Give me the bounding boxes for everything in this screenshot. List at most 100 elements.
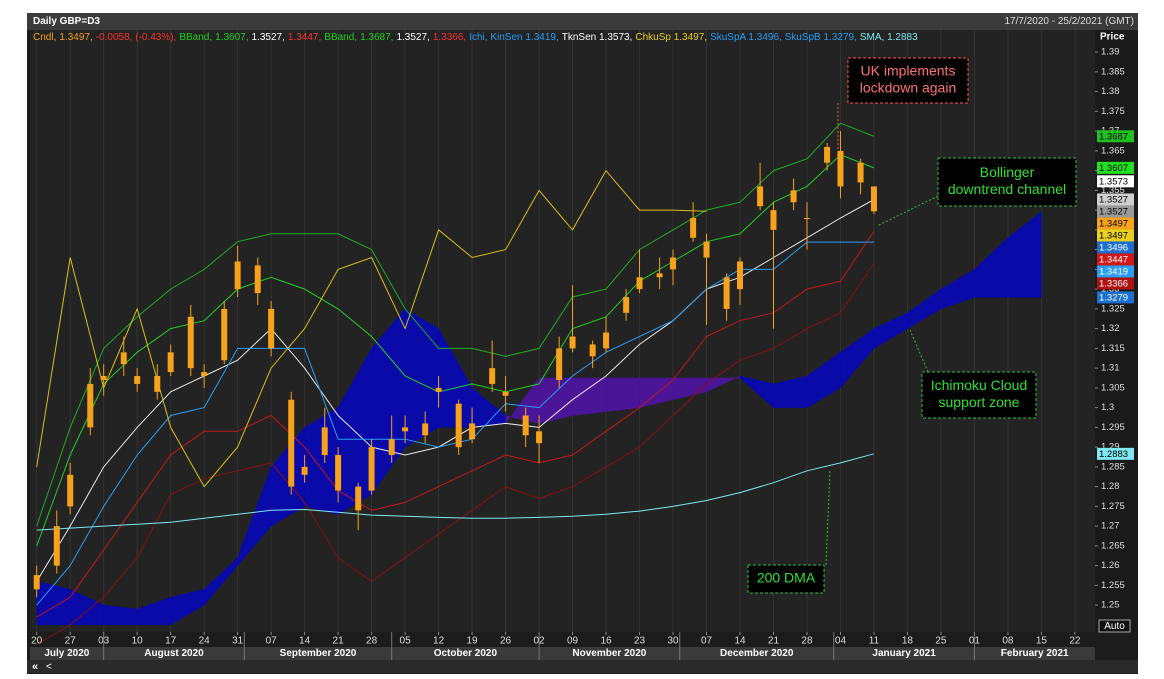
candle-body [536,431,543,444]
price-label-box [1097,175,1134,188]
x-tick-label: 19 [467,636,479,647]
month-label: August 2020 [144,648,204,659]
month-label: February 2021 [1001,648,1069,659]
cloud-segment [36,581,71,626]
candle-body [502,391,509,396]
legend-item: 1.3687, [360,32,394,43]
price-label: 1.3279 [1099,292,1128,303]
annotation-box [937,157,1077,207]
x-tick-label: 28 [366,636,378,647]
legend-item: SkuSpA 1.3496, SkuSpB 1.3279, [710,32,857,43]
legend-item: BBand, [179,32,213,43]
legend-item: -0.0058, (-0.43%), [95,32,177,43]
y-tick-label: 1.25 [1101,600,1120,611]
cloud-segment [538,377,573,424]
price-label-box [1097,161,1134,174]
x-tick-label: 09 [567,636,579,647]
x-tick-label: 15 [1036,636,1048,647]
price-label: 1.2883 [1099,449,1128,460]
annotation-text: Ichimoku Cloud [931,377,1028,393]
candles [33,131,877,598]
x-tick-label: 20 [31,636,43,647]
candle-body [288,399,295,487]
candle-body [489,368,496,384]
nav-prev[interactable]: < [46,662,52,673]
y-tick-label: 1.255 [1101,580,1125,591]
nav-first[interactable]: « [32,661,38,673]
price-label-box [1097,229,1134,242]
cloud [36,211,1042,626]
y-axis-label: Price [1100,32,1125,43]
candle-body [556,348,563,380]
x-tick-label: 07 [701,636,713,647]
x-tick-label: 27 [65,636,77,647]
x-tick-label: 22 [1069,636,1081,647]
auto-button[interactable] [1098,619,1131,633]
x-tick-label: 17 [165,636,177,647]
month-label: January 2021 [872,648,936,659]
legend-item: 1.3527, [396,32,430,43]
candle-body [656,273,663,278]
x-tick-label: 21 [768,636,780,647]
connector [876,195,939,227]
indicator-line [36,453,875,531]
price-label-box [1097,193,1134,206]
y-tick-label: 1.305 [1101,382,1125,393]
header-bar [27,13,1138,30]
y-tick-label: 1.295 [1101,422,1125,433]
x-tick-label: 26 [500,636,512,647]
candle-body [455,403,462,448]
candle-body [837,150,844,187]
price-label: 1.3573 [1099,176,1128,187]
x-tick-label: 14 [299,636,311,647]
x-tick-label: 16 [600,636,612,647]
y-tick-label: 1.38 [1101,86,1120,97]
legend-item: 1.3447, [287,32,322,43]
x-tick-label: 04 [835,636,847,647]
annotation-text: downtrend channel [948,181,1066,197]
indicator-line [36,199,875,582]
candle-body [201,372,208,377]
auto-label[interactable]: Auto [1104,621,1125,632]
candle-body [589,344,596,357]
candle-body [67,474,74,507]
price-label: 1.3496 [1099,242,1128,253]
legend-item: Cndl, [33,32,57,43]
month-label: July 2020 [44,648,89,659]
y-tick-label: 1.325 [1101,303,1125,314]
candle-body [134,376,141,384]
candle-body [737,261,743,290]
legend-item: 1.3607, [215,32,249,43]
candle-body [154,376,161,392]
y-tick-label: 1.315 [1101,343,1125,354]
candle-body [254,265,261,294]
candle-body [824,146,831,163]
annotation-box [921,371,1037,419]
legend-item: 1.3497, [59,32,93,43]
x-tick-label: 18 [902,636,914,647]
candle-body [402,427,409,432]
price-label: 1.3687 [1099,131,1128,142]
price-label-box [1097,447,1134,460]
x-tick-label: 05 [400,636,412,647]
candle-body [100,376,107,380]
candle-body [703,241,710,258]
y-tick-label: 1.385 [1101,66,1125,77]
candle-body [368,447,375,491]
candle-body [790,190,797,203]
indicator-line [36,230,875,618]
y-tick-label: 1.26 [1101,560,1120,571]
candle-body [522,415,529,436]
x-tick-label: 21 [333,636,345,647]
price-label-box [1097,253,1134,266]
price-label-box [1097,205,1134,218]
legend-item: ChkuSp 1.3497, [635,32,708,43]
month-label: September 2020 [280,648,357,659]
x-tick-label: 25 [935,636,947,647]
candle-body [757,186,764,207]
y-tick-label: 1.355 [1101,185,1125,196]
candle-body [670,257,677,270]
indicators [36,122,875,646]
